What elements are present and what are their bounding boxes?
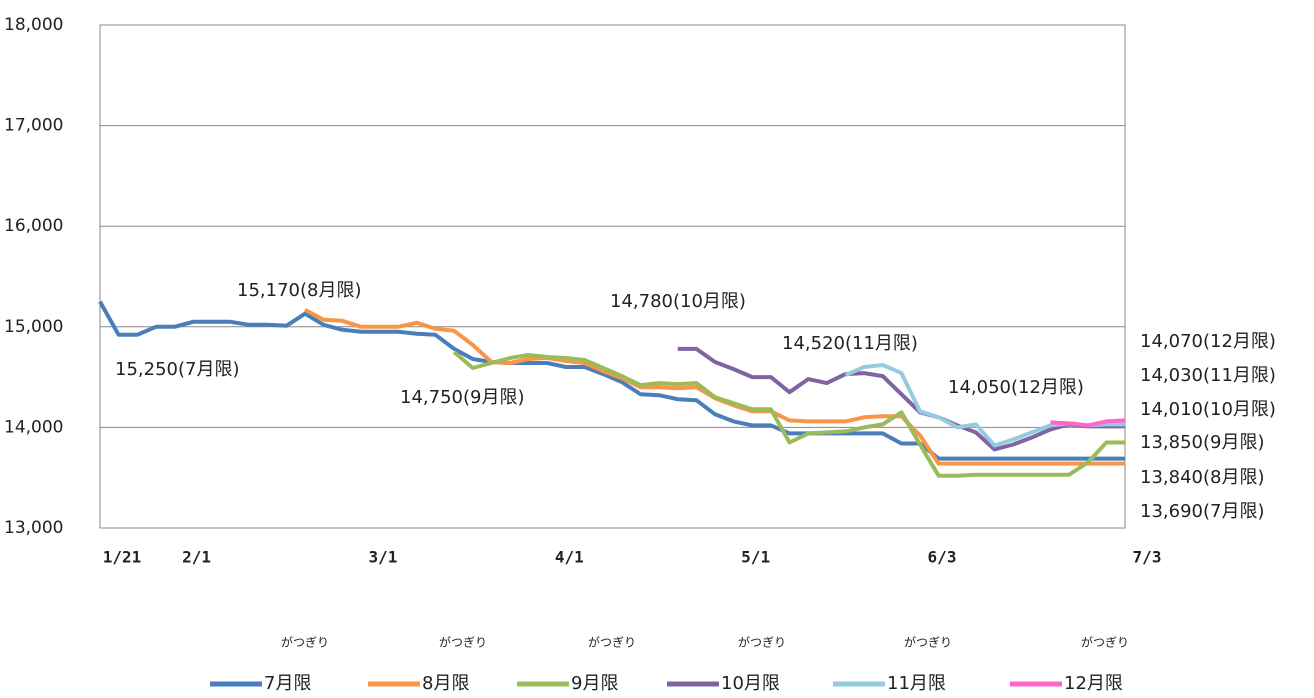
legend-ruby: がつぎり — [904, 635, 952, 650]
x-tick-label: 6/3 — [928, 548, 957, 567]
legend-ruby: がつぎり — [439, 635, 487, 650]
annotation: 14,070(12月限) — [1140, 331, 1276, 352]
annotation: 14,050(12月限) — [948, 377, 1084, 398]
y-tick-label: 14,000 — [4, 417, 63, 437]
annotation: 13,690(7月限) — [1140, 501, 1264, 522]
annotation: 15,250(7月限) — [115, 359, 239, 380]
series-line — [452, 350, 1125, 478]
x-tick-label: 7/3 — [1133, 548, 1162, 567]
legend-label: 8月限 — [422, 673, 469, 694]
legend-ruby: がつぎり — [1081, 635, 1129, 650]
series-line — [98, 300, 1125, 461]
y-tick-label: 16,000 — [4, 216, 63, 236]
annotation: 13,850(9月限) — [1140, 432, 1264, 453]
y-tick-label: 15,000 — [4, 317, 63, 337]
y-tick-label: 18,000 — [4, 15, 63, 35]
x-tick-label: 5/1 — [741, 548, 770, 567]
annotation: 13,840(8月限) — [1140, 467, 1264, 488]
y-tick-label: 13,000 — [4, 518, 63, 538]
legend-label: 11月限 — [887, 673, 946, 694]
annotation: 15,170(8月限) — [237, 280, 361, 301]
series-line — [677, 346, 1125, 452]
legend-label: 9月限 — [571, 673, 618, 694]
x-tick-label: 1/21 — [103, 548, 142, 567]
legend-label: 7月限 — [264, 673, 311, 694]
x-tick-label: 4/1 — [555, 548, 584, 567]
legend-ruby: がつぎり — [588, 635, 636, 650]
y-tick-label: 17,000 — [4, 116, 63, 136]
series-line — [1050, 418, 1126, 428]
legend-label: 12月限 — [1064, 673, 1123, 694]
x-tick-label: 2/1 — [182, 548, 211, 567]
plot-area — [99, 24, 1126, 529]
annotation: 14,520(11月限) — [782, 333, 918, 354]
x-tick-label: 3/1 — [368, 548, 397, 567]
annotation: 14,030(11月限) — [1140, 365, 1276, 386]
annotation: 14,010(10月限) — [1140, 399, 1276, 420]
legend-ruby: がつぎり — [281, 635, 329, 650]
annotation: 14,750(9月限) — [400, 387, 524, 408]
legend-ruby: がつぎり — [738, 635, 786, 650]
legend-label: 10月限 — [721, 673, 780, 694]
annotation: 14,780(10月限) — [610, 291, 746, 312]
